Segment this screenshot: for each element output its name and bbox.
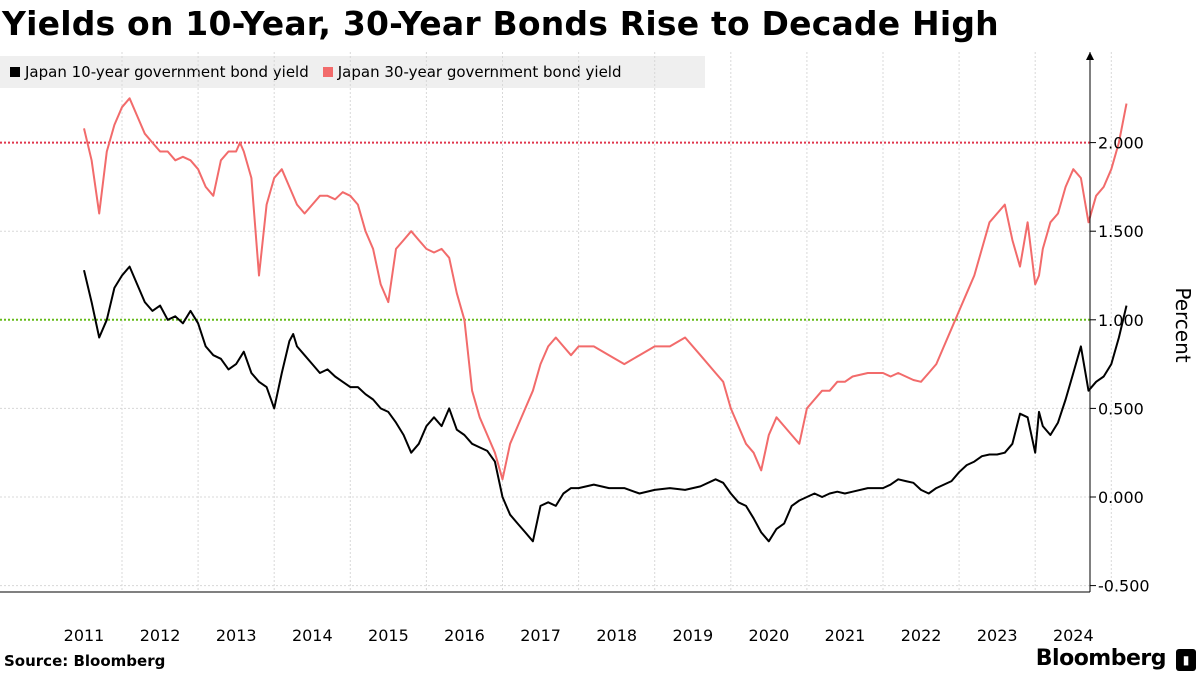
chart-title: Yields on 10-Year, 30-Year Bonds Rise to… [2,4,999,43]
legend-item-10y[interactable]: Japan 10-year government bond yield [10,63,309,81]
x-tick-label-2018: 2018 [596,626,637,645]
x-tick-label-2023: 2023 [977,626,1018,645]
legend-swatch-10y [10,67,20,77]
x-tick-label-2017: 2017 [520,626,561,645]
x-tick-label-2019: 2019 [672,626,713,645]
x-tick-label-2012: 2012 [140,626,181,645]
x-tick-label-2021: 2021 [825,626,866,645]
series-line-30y [83,97,1128,481]
x-tick-label-2020: 2020 [749,626,790,645]
x-tick-label-2011: 2011 [64,626,105,645]
x-tick-label-2014: 2014 [292,626,333,645]
x-tick-label-2015: 2015 [368,626,409,645]
y-tick-label-0.500: 0.500 [1098,399,1144,418]
legend-label-10y: Japan 10-year government bond yield [25,63,309,81]
y-tick-label--0.500: -0.500 [1098,577,1150,596]
source-note: Source: Bloomberg [4,652,166,670]
y-axis-arrow [1086,52,1094,60]
bloomberg-logo: Bloomberg [1035,646,1167,671]
chart-icon: ▮ [1176,649,1196,671]
x-tick-label-2013: 2013 [216,626,257,645]
x-tick-label-2024: 2024 [1053,626,1094,645]
series-line-10y [83,265,1128,543]
legend-swatch-30y [322,67,333,77]
y-tick-label-1.000: 1.000 [1098,311,1144,330]
x-tick-label-2016: 2016 [444,626,485,645]
legend-label-30y: Japan 30-year government bond yield [337,63,622,81]
x-tick-label-2022: 2022 [901,626,942,645]
y-tick-label-2.000: 2.000 [1098,134,1144,153]
y-tick-label-0.000: 0.000 [1098,488,1144,507]
y-axis-title: Percent [1171,287,1195,362]
legend-item-30y[interactable]: Japan 30-year government bond yield [322,63,622,81]
chart-legend: Japan 10-year government bond yield Japa… [0,56,705,88]
y-tick-label-1.500: 1.500 [1098,222,1144,241]
